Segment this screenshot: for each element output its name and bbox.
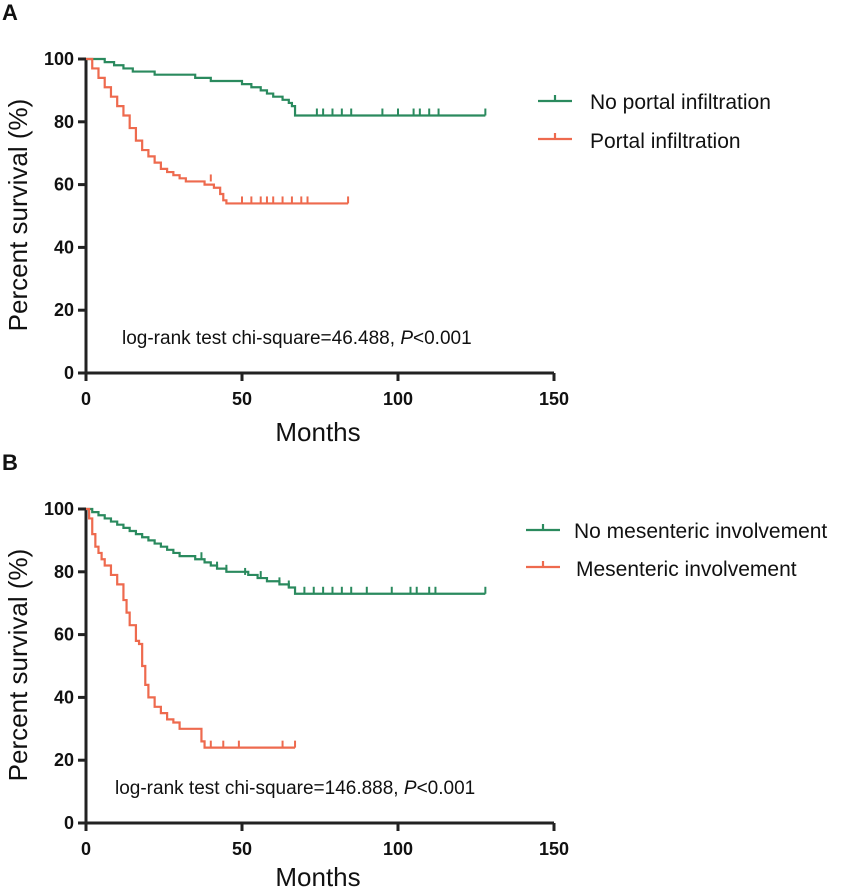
panel-b-y-tick-label: 100 [44,499,74,519]
panel-a-label: A [2,0,18,25]
panel-a-y-tick-label: 40 [54,237,74,257]
panel-b-series-0-curve [86,507,486,595]
panel-a-legend: No portal infiltration Portal infiltrati… [538,91,771,153]
panel-a-x-tick-label: 0 [81,389,91,409]
panel-a-legend-label-0: No portal infiltration [590,91,771,114]
panel-a-axes: 0 20 40 60 80 100 0 50 100 150 [44,49,569,409]
panel-a-legend-item-1: Portal infiltration [538,130,741,153]
panel-b-legend-item-1: Mesenteric involvement [526,558,797,581]
panel-a-annotation-p: P [400,328,413,349]
panel-a-series-0-curve [86,57,486,117]
panel-b-legend-item-0: No mesenteric involvement [526,520,827,543]
panel-a-legend-label-1: Portal infiltration [590,130,741,153]
panel-b-y-tick-label: 20 [54,750,74,770]
panel-b-y-tick-label: 60 [54,625,74,645]
panel-a-annotation-value: <0.001 [413,328,472,349]
panel-a-logrank-annotation: log-rank test chi-square=46.488, P<0.001 [122,328,472,349]
panel-b-x-tick-label: 100 [383,839,413,859]
panel-b-x-tick-label: 50 [232,839,252,859]
panel-b-legend-label-0: No mesenteric involvement [574,520,827,543]
panel-a-x-tick-label: 150 [539,389,569,409]
panel-b-annotation-p: P [404,778,417,799]
panel-a-y-tick-label: 0 [64,363,74,383]
panel-a-y-tick-label: 100 [44,49,74,69]
panel-b-y-axis-title: Percent survival (%) [3,549,33,782]
panel-b-label: B [2,450,18,475]
panel-a-legend-item-0: No portal infiltration [538,91,771,114]
panel-a-x-tick-label: 50 [232,389,252,409]
panel-b-legend: No mesenteric involvement Mesenteric inv… [526,520,827,581]
panel-a: A Percent survival (%) Months 0 20 40 60 80 1… [2,0,771,447]
panel-a-y-axis-title: Percent survival (%) [3,99,33,332]
panel-b-annotation-text: log-rank test chi-square=146.888, [115,778,404,799]
panel-b-annotation-value: <0.001 [417,778,476,799]
panel-b-x-tick-label: 0 [81,839,91,859]
panel-a-series-1-curve [86,57,349,205]
panel-a-x-tick-label: 100 [383,389,413,409]
panel-a-annotation-text: log-rank test chi-square=46.488, [122,328,400,349]
panel-b-x-axis-title: Months [275,862,360,889]
panel-a-y-tick-label: 60 [54,175,74,195]
panel-b-x-tick-label: 150 [539,839,569,859]
panel-a-x-axis-title: Months [275,417,360,447]
panel-b-legend-label-1: Mesenteric involvement [576,558,797,581]
panel-b-axes: 0 20 40 60 80 100 0 50 100 150 [44,499,569,859]
panel-b-series-1-curve [86,507,296,749]
panel-b: B Percent survival (%) Months 0 20 40 60 80 1… [2,450,827,889]
panel-b-y-tick-label: 40 [54,687,74,707]
panel-a-y-tick-label: 80 [54,112,74,132]
panel-b-series [86,507,487,749]
panel-b-logrank-annotation: log-rank test chi-square=146.888, P<0.00… [115,778,475,799]
panel-a-series [86,57,487,205]
panel-b-y-tick-label: 0 [64,813,74,833]
panel-b-y-tick-label: 80 [54,562,74,582]
panel-a-y-tick-label: 20 [54,300,74,320]
